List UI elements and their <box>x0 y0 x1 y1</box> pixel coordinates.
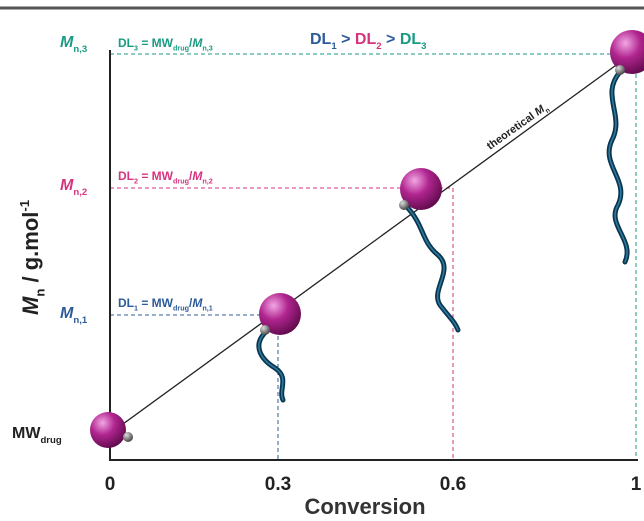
text-part: / <box>189 36 193 50</box>
drug-sphere <box>259 293 301 335</box>
chain <box>606 69 630 265</box>
subscript: drug <box>173 177 189 186</box>
text-part: > <box>382 31 400 48</box>
text-part: DL <box>355 31 377 48</box>
text-part: M <box>60 34 74 51</box>
subscript: n,1 <box>73 315 88 326</box>
rich-text: Mn,2 <box>60 177 87 198</box>
subscript: n,2 <box>73 187 87 198</box>
initiator <box>260 325 270 335</box>
rich-text: DL1 = MWdrug/Mn,1 <box>118 296 213 313</box>
initiator <box>615 65 625 75</box>
rich-text: Mn / g.mol-1 <box>17 200 47 315</box>
initiator <box>399 200 409 210</box>
text-part: = MW <box>138 296 174 310</box>
x-tick-label: 0 <box>105 474 116 495</box>
drug-sphere <box>610 30 644 74</box>
text-part: M <box>18 296 43 315</box>
rich-text: DL2 = MWdrug/Mn,2 <box>118 169 213 186</box>
text-part: theoretical <box>485 109 540 153</box>
rich-text: DL1 > DL2 > DL3 <box>310 31 426 52</box>
subscript: n,3 <box>202 44 212 53</box>
x-tick-label: 0.3 <box>265 474 291 495</box>
subscript: 2 <box>134 177 138 186</box>
chain-highlight <box>608 71 628 263</box>
subscript: n <box>544 107 551 115</box>
text-part: DL <box>118 169 134 183</box>
subscript: drug <box>173 44 189 53</box>
text-part: / g.mol <box>18 212 43 289</box>
subscript: 1 <box>331 41 337 52</box>
chains <box>256 69 630 403</box>
subscript: 3 <box>134 44 138 53</box>
guide-2 <box>110 187 454 460</box>
rich-text: DL3 = MWdrug/Mn,3 <box>118 36 213 53</box>
subscript: 3 <box>421 41 426 52</box>
rich-text: Mn,3 <box>60 34 87 55</box>
initiator <box>123 432 133 442</box>
x-tick-label: 1 <box>631 474 642 495</box>
subscript: drug <box>173 304 189 313</box>
text-part: > <box>337 31 355 48</box>
drug-sphere <box>90 412 126 448</box>
text-part: M <box>192 296 203 310</box>
subscript: 1 <box>134 304 138 313</box>
text-part: MW <box>12 425 41 442</box>
rich-text: Mn,1 <box>60 305 88 326</box>
supscript: -1 <box>17 200 32 212</box>
text-part: M <box>60 177 74 194</box>
text-part: / <box>189 296 193 310</box>
text-part: = MW <box>138 169 174 183</box>
subscript: 2 <box>376 41 381 52</box>
x-tick-label: 0.6 <box>440 474 466 495</box>
guide-3 <box>110 53 637 460</box>
text-part: DL <box>118 36 134 50</box>
rich-text: MWdrug <box>12 425 62 446</box>
text-part: = MW <box>138 36 174 50</box>
subscript: n,1 <box>202 304 212 313</box>
spheres <box>90 30 644 448</box>
text-part: M <box>192 169 203 183</box>
text-part: M <box>60 305 74 322</box>
text-part: M <box>192 36 203 50</box>
text-part: DL <box>400 31 422 48</box>
text-part: / <box>189 169 193 183</box>
subscript: drug <box>40 435 61 446</box>
subscript: n <box>33 289 48 297</box>
drug-sphere <box>400 168 442 210</box>
chain <box>402 202 461 333</box>
x-axis-label: Conversion <box>304 494 425 519</box>
text-part: DL <box>118 296 134 310</box>
text-part: DL <box>310 31 332 48</box>
subscript: n,3 <box>73 44 87 55</box>
chain-highlight <box>258 329 284 401</box>
guides <box>110 53 637 460</box>
guide-1 <box>110 314 279 460</box>
theoretical-line <box>111 54 631 433</box>
chain-highlight <box>404 204 459 331</box>
subscript: n,2 <box>202 177 212 186</box>
rich-text: theoretical Mn <box>485 101 552 154</box>
